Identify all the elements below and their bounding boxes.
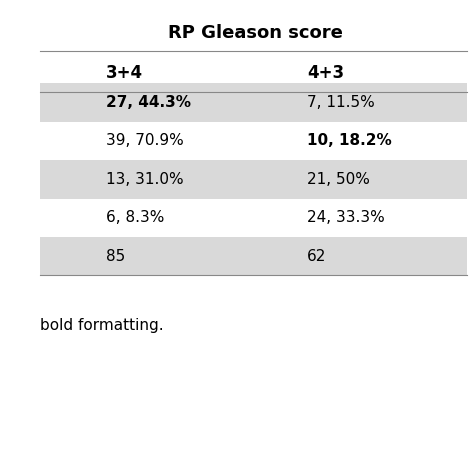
- Text: 3+4: 3+4: [106, 64, 143, 82]
- Text: 27, 44.3%: 27, 44.3%: [106, 95, 191, 110]
- Text: 24, 33.3%: 24, 33.3%: [307, 210, 385, 225]
- Bar: [40, 83, 466, 122]
- Text: 6, 8.3%: 6, 8.3%: [106, 210, 164, 225]
- Bar: [40, 237, 466, 275]
- Text: bold formatting.: bold formatting.: [40, 318, 164, 333]
- Text: 39, 70.9%: 39, 70.9%: [106, 134, 183, 148]
- Text: RP Gleason score: RP Gleason score: [168, 24, 343, 42]
- Text: 13, 31.0%: 13, 31.0%: [106, 172, 183, 187]
- Text: 21, 50%: 21, 50%: [307, 172, 370, 187]
- Bar: [40, 199, 466, 237]
- Text: 10, 18.2%: 10, 18.2%: [307, 134, 392, 148]
- Text: 7, 11.5%: 7, 11.5%: [307, 95, 375, 110]
- Bar: [40, 160, 466, 199]
- Text: 4+3: 4+3: [307, 64, 345, 82]
- Text: 85: 85: [106, 249, 125, 264]
- Bar: [40, 122, 466, 160]
- Text: 62: 62: [307, 249, 327, 264]
